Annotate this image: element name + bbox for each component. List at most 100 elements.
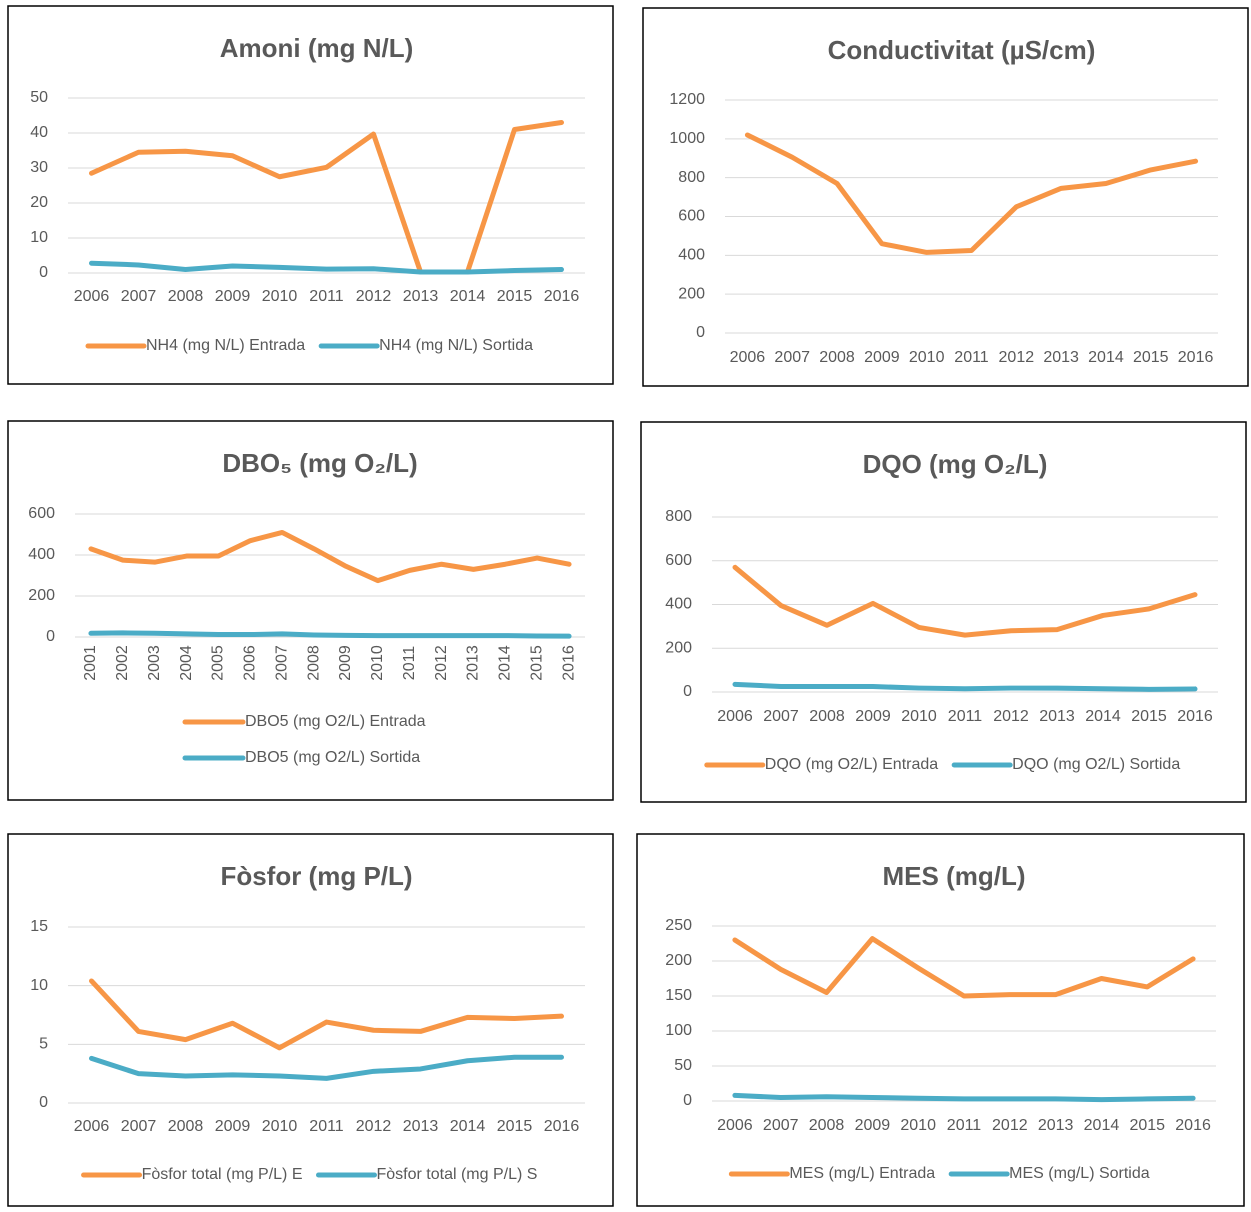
x-tick-label: 2012 [993, 708, 1029, 725]
chart-title: MES (mg/L) [883, 861, 1026, 891]
x-tick-label: 2007 [273, 645, 290, 681]
x-tick-label: 2008 [809, 708, 845, 725]
y-tick-label: 0 [696, 324, 705, 341]
y-tick-label: 0 [46, 628, 55, 645]
data-line [732, 1092, 1196, 1103]
x-tick-label: 2006 [74, 1118, 110, 1135]
x-tick-label: 2014 [450, 288, 486, 305]
x-tick-label: 2013 [403, 1118, 439, 1135]
chart-title: DBO₅ (mg O₂/L) [222, 448, 417, 478]
x-tick-label: 2002 [114, 645, 131, 681]
x-tick-label: 2008 [819, 349, 855, 366]
y-tick-label: 20 [30, 194, 48, 211]
x-tick-label: 2010 [900, 1117, 936, 1134]
x-tick-label: 2011 [948, 708, 983, 725]
x-tick-label: 2008 [305, 645, 322, 681]
x-tick-label: 2006 [242, 645, 259, 681]
y-tick-label: 10 [30, 977, 48, 994]
x-tick-label: 2007 [774, 349, 810, 366]
x-tick-label: 2009 [855, 1117, 891, 1134]
x-tick-label: 2016 [544, 288, 580, 305]
x-tick-label: 2012 [999, 349, 1035, 366]
x-tick-label: 2012 [992, 1117, 1028, 1134]
y-tick-label: 800 [665, 508, 692, 525]
legend-label: DQO (mg O2/L) Sortida [1012, 756, 1180, 773]
x-tick-label: 2006 [717, 708, 753, 725]
chart-frame [640, 421, 1247, 803]
y-tick-label: 200 [28, 587, 55, 604]
legend-label: DBO5 (mg O2/L) Sortida [245, 749, 420, 766]
x-tick-label: 2007 [121, 288, 157, 305]
y-tick-label: 600 [678, 208, 705, 225]
x-tick-label: 2009 [337, 645, 354, 681]
y-tick-label: 0 [39, 264, 48, 281]
legend-label: MES (mg/L) Entrada [789, 1165, 935, 1182]
x-tick-label: 2010 [901, 708, 937, 725]
x-tick-label: 2011 [954, 349, 989, 366]
y-tick-label: 40 [30, 124, 48, 141]
data-line [89, 260, 564, 275]
legend-label: DBO5 (mg O2/L) Entrada [245, 713, 426, 730]
y-tick-label: 800 [678, 169, 705, 186]
chart-title: Conductivitat (µS/cm) [828, 35, 1096, 65]
y-tick-label: 200 [665, 952, 692, 969]
y-tick-label: 150 [665, 987, 692, 1004]
x-tick-label: 2015 [1133, 349, 1169, 366]
x-tick-label: 2008 [168, 1118, 204, 1135]
y-tick-label: 1200 [669, 91, 705, 108]
y-tick-label: 0 [39, 1094, 48, 1111]
x-tick-label: 2014 [1085, 708, 1121, 725]
x-tick-label: 2015 [1131, 708, 1167, 725]
x-tick-label: 2013 [1039, 708, 1075, 725]
x-tick-label: 2014 [1084, 1117, 1120, 1134]
y-tick-label: 5 [39, 1036, 48, 1053]
legend-label: NH4 (mg N/L) Entrada [146, 337, 305, 354]
y-tick-label: 30 [30, 159, 48, 176]
x-tick-label: 2016 [1175, 1117, 1211, 1134]
legend-label: NH4 (mg N/L) Sortida [379, 337, 533, 354]
x-tick-label: 2001 [82, 645, 99, 681]
data-line [89, 1054, 564, 1081]
x-tick-label: 2006 [74, 288, 110, 305]
data-line [744, 132, 1199, 255]
y-tick-label: 100 [665, 1022, 692, 1039]
x-tick-label: 2007 [121, 1118, 157, 1135]
x-tick-label: 2009 [215, 1118, 251, 1135]
x-tick-label: 2003 [146, 645, 163, 681]
chart-frame [642, 7, 1249, 387]
y-tick-label: 400 [678, 247, 705, 264]
data-line [88, 529, 572, 584]
y-tick-label: 600 [28, 505, 55, 522]
x-tick-label: 2015 [528, 645, 545, 681]
chart-frame [7, 5, 614, 385]
y-tick-label: 1000 [669, 130, 705, 147]
x-tick-label: 2016 [544, 1118, 580, 1135]
y-tick-label: 200 [678, 285, 705, 302]
chart-frame [636, 833, 1245, 1207]
legend-label: DQO (mg O2/L) Entrada [765, 756, 938, 773]
y-tick-label: 0 [683, 683, 692, 700]
x-tick-label: 2008 [168, 288, 204, 305]
x-tick-label: 2015 [1129, 1117, 1165, 1134]
y-tick-label: 10 [30, 229, 48, 246]
x-tick-label: 2011 [309, 1118, 344, 1135]
y-tick-label: 400 [665, 596, 692, 613]
x-tick-label: 2005 [210, 645, 227, 681]
x-tick-label: 2015 [497, 288, 533, 305]
x-tick-label: 2014 [1088, 349, 1124, 366]
x-tick-label: 2011 [947, 1117, 982, 1134]
x-tick-label: 2016 [1177, 708, 1213, 725]
data-line [732, 936, 1196, 999]
x-tick-label: 2009 [215, 288, 251, 305]
x-tick-label: 2015 [497, 1118, 533, 1135]
y-tick-label: 50 [674, 1057, 692, 1074]
x-tick-label: 2016 [560, 645, 577, 681]
y-tick-label: 50 [30, 89, 48, 106]
x-tick-label: 2011 [401, 646, 418, 681]
data-line [732, 681, 1198, 692]
y-tick-label: 200 [665, 639, 692, 656]
chart-title: Amoni (mg N/L) [220, 33, 414, 63]
x-tick-label: 2012 [356, 288, 392, 305]
